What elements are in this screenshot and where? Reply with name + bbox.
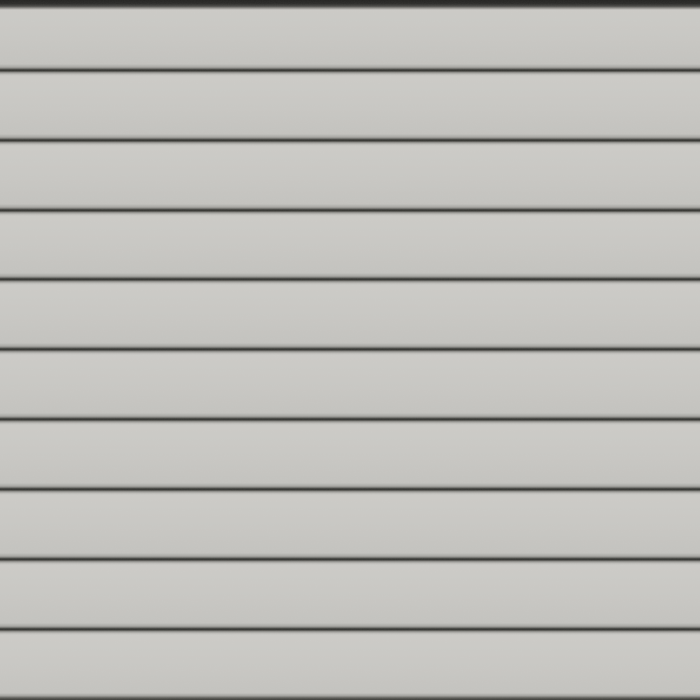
siding-groove [0, 134, 700, 146]
siding-board [0, 279, 700, 349]
siding-board [0, 0, 700, 70]
siding-board [0, 140, 700, 210]
siding-board [0, 70, 700, 140]
siding-board [0, 349, 700, 419]
siding-top-edge-shadow [0, 0, 700, 10]
siding-bottom-edge-shadow [0, 693, 700, 700]
siding-board [0, 629, 700, 700]
siding-groove [0, 64, 700, 76]
siding-groove [0, 413, 700, 425]
siding-board [0, 559, 700, 629]
siding-board [0, 489, 700, 559]
siding-board [0, 210, 700, 279]
siding-groove [0, 483, 700, 495]
siding-groove [0, 273, 700, 285]
siding-board [0, 419, 700, 489]
siding-groove [0, 204, 700, 216]
siding-groove [0, 623, 700, 635]
siding-groove [0, 343, 700, 355]
siding-groove [0, 553, 700, 565]
